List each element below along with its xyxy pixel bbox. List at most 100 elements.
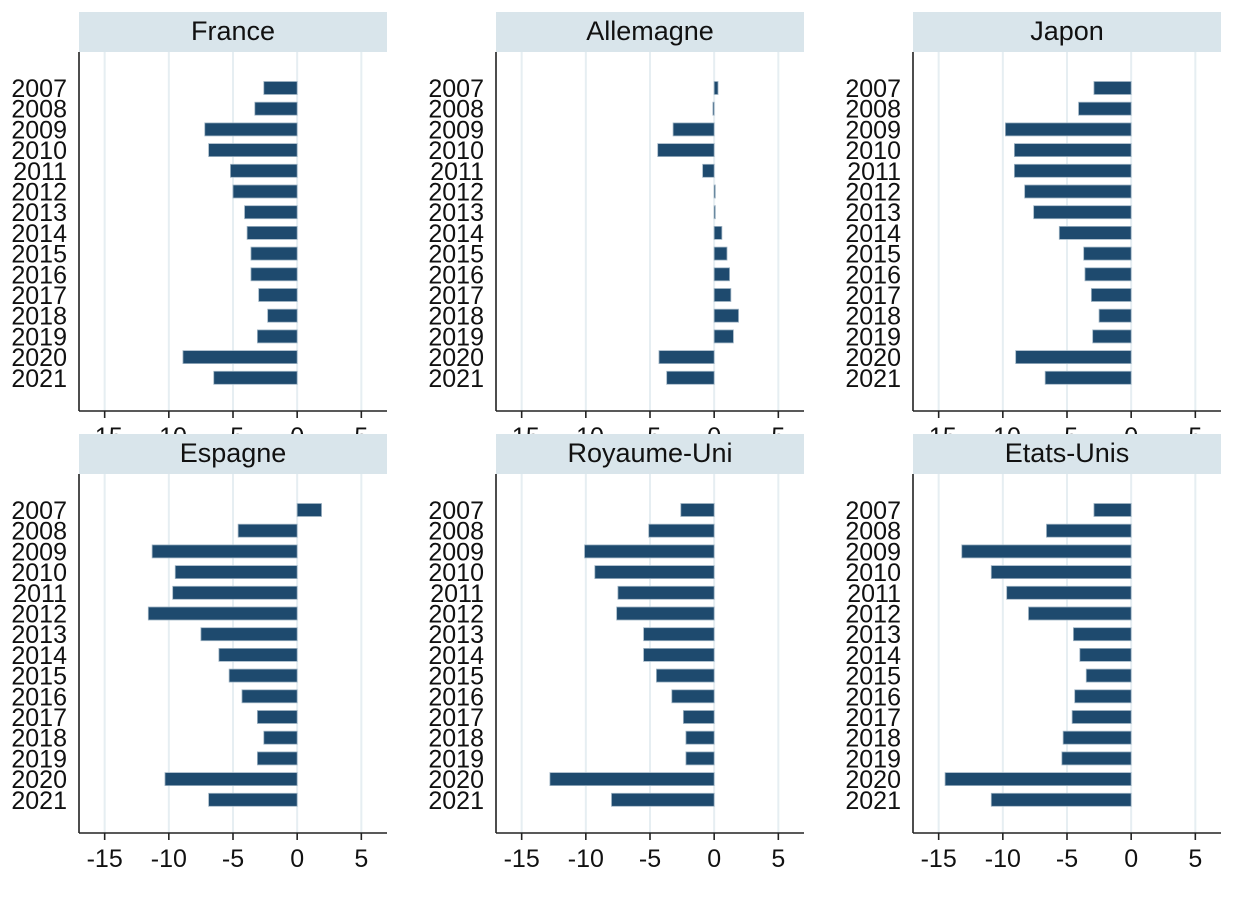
y-tick-label: 2014 [428,220,484,248]
bar-2011 [172,585,298,600]
y-tick-label: 2013 [11,199,67,227]
y-tick-label: 2020 [845,344,901,372]
bar-2021 [666,370,715,385]
y-tick-label: 2020 [428,344,484,372]
y-tick-label: 2021 [11,787,67,815]
y-tick-label: 2013 [428,621,484,649]
bar-2014 [713,225,723,240]
y-tick-label: 2019 [845,323,901,351]
y-tick-label: 2010 [428,559,484,587]
x-tick-label: -15 [87,845,123,873]
bar-2013 [1073,627,1132,642]
bar-2008 [254,101,298,116]
bar-2011 [702,163,715,178]
x-tick-label: -10 [568,845,604,873]
bar-2015 [713,246,728,261]
panel-title: Espagne [180,438,287,468]
bar-2014 [1058,225,1132,240]
bar-2015 [1083,246,1132,261]
y-tick-label: 2009 [845,538,901,566]
y-tick-label: 2014 [428,642,484,670]
bar-2013 [1033,205,1132,220]
y-tick-label: 2021 [845,787,901,815]
y-tick-label: 2014 [845,642,901,670]
bar-2016 [1084,267,1132,282]
y-tick-label: 2011 [13,158,67,186]
y-tick-label: 2007 [428,75,484,103]
panel-title-strip [913,12,1221,52]
y-tick-label: 2017 [11,282,67,310]
bar-2016 [241,689,298,704]
bar-2014 [643,648,715,662]
y-tick-label: 2008 [428,518,484,546]
bar-2010 [594,565,715,579]
y-tick-label: 2011 [430,158,484,186]
y-tick-label: 2012 [845,179,901,207]
panel-royaume-uni: Royaume-Uni20072008200920102011201220132… [428,434,804,873]
y-tick-label: 2007 [428,497,484,525]
y-tick-label: 2010 [428,137,484,165]
y-tick-label: 2012 [11,179,67,207]
y-tick-label: 2018 [11,303,67,331]
y-tick-label: 2014 [11,220,67,248]
bar-2017 [713,288,732,302]
y-tick-label: 2019 [845,745,901,773]
bar-2010 [174,565,298,579]
bar-2007 [713,81,719,95]
y-tick-label: 2007 [845,75,901,103]
x-tick-label: 5 [1188,845,1202,873]
y-tick-label: 2020 [428,766,484,794]
panel-allemagne: Allemagne2007200820092010201120122013201… [428,12,804,451]
x-tick-label: 0 [290,845,304,873]
y-tick-label: 2007 [11,75,67,103]
bar-2011 [1013,163,1132,178]
panel-title-strip [496,434,804,474]
panel-etats-unis: Etats-Unis200720082009201020112012201320… [845,434,1221,873]
y-tick-label: 2018 [11,725,67,753]
x-tick-label: -15 [504,845,540,873]
bar-2008 [712,101,715,116]
bar-2014 [1079,648,1132,662]
bar-2007 [680,503,715,517]
y-tick-label: 2015 [428,663,484,691]
y-tick-label: 2007 [11,497,67,525]
y-tick-label: 2011 [13,580,67,608]
y-tick-label: 2019 [11,323,67,351]
y-tick-label: 2013 [845,199,901,227]
bar-2018 [1098,308,1132,323]
y-tick-label: 2011 [430,580,484,608]
bar-2014 [218,648,298,662]
bar-2019 [685,751,715,766]
bar-2010 [990,565,1132,579]
y-tick-label: 2010 [11,137,67,165]
bar-2016 [713,267,730,282]
bar-2016 [250,267,298,282]
y-tick-label: 2010 [845,137,901,165]
bar-2021 [611,792,715,807]
y-tick-label: 2016 [845,683,901,711]
y-tick-label: 2009 [845,116,901,144]
panel-title: France [191,16,275,46]
y-tick-label: 2013 [845,621,901,649]
bar-2019 [256,329,298,344]
bar-2017 [258,288,298,302]
y-tick-label: 2010 [845,559,901,587]
bar-2013 [200,627,298,642]
bar-2010 [1013,143,1132,158]
bar-2021 [990,792,1132,807]
bar-2014 [246,225,298,240]
y-tick-label: 2012 [11,601,67,629]
bar-2007 [263,81,298,95]
y-tick-label: 2008 [11,518,67,546]
bar-2011 [230,163,298,178]
y-tick-label: 2021 [11,365,67,393]
y-tick-label: 2017 [428,282,484,310]
y-tick-label: 2020 [11,344,67,372]
y-tick-label: 2011 [847,580,901,608]
x-tick-label: -10 [151,845,187,873]
bar-2012 [616,606,715,621]
bar-2009 [672,122,715,137]
bar-2015 [228,668,298,683]
bar-2015 [250,246,298,261]
